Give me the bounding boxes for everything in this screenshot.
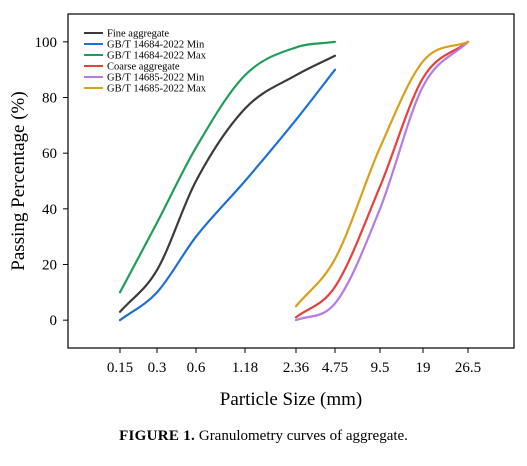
y-tick-label: 60 (42, 146, 57, 162)
series-line-4 (294, 40, 470, 319)
y-tick-label: 40 (42, 202, 57, 218)
x-tick-label: 2.36 (283, 360, 310, 376)
series-lines (118, 40, 470, 322)
y-axis-title: Passing Percentage (%) (8, 91, 29, 270)
legend-label: Fine aggregate (107, 29, 169, 40)
series-line-6 (294, 40, 470, 308)
x-tick-label: 0.15 (107, 360, 133, 376)
legend-label: GB/T 14685-2022 Max (107, 84, 207, 95)
series-line-5 (294, 40, 470, 322)
x-axis-title: Particle Size (mm) (220, 389, 362, 410)
y-tick-label: 80 (42, 91, 57, 107)
series-line-1 (118, 54, 337, 313)
series-line-2 (118, 68, 337, 322)
x-axis: 0.15 0.3 0.6 1.18 2.36 4.75 9.5 19 26.5 (107, 348, 481, 376)
line-chart: 0 20 40 60 80 100 0.15 0.3 0.6 1.18 2.36 4.75 9.5 19… (8, 13, 515, 410)
y-tick-label: 20 (42, 258, 57, 274)
y-axis: 0 20 40 60 80 100 (35, 35, 68, 329)
x-tick-label: 9.5 (371, 360, 390, 376)
series-line-3 (118, 40, 337, 294)
figure-caption: FIGURE 1. Granulometry curves of aggrega… (0, 428, 527, 445)
legend-label: GB/T 14684-2022 Max (107, 51, 207, 62)
x-tick-label: 26.5 (455, 360, 481, 376)
caption-text: Granulometry curves of aggregate. (198, 428, 408, 444)
x-tick-label: 0.3 (148, 360, 167, 376)
x-tick-label: 1.18 (232, 360, 258, 376)
x-tick-label: 4.75 (322, 360, 348, 376)
legend-label: GB/T 14684-2022 Min (107, 40, 205, 51)
plot-frame (67, 13, 515, 349)
x-tick-label: 19 (416, 360, 431, 376)
y-tick-label: 0 (50, 313, 58, 329)
caption-prefix: FIGURE 1. (119, 428, 196, 444)
legend-label: Coarse aggregate (107, 62, 180, 73)
legend-label: GB/T 14685-2022 Min (107, 73, 205, 84)
x-tick-label: 0.6 (187, 360, 206, 376)
y-tick-label: 100 (35, 35, 58, 51)
